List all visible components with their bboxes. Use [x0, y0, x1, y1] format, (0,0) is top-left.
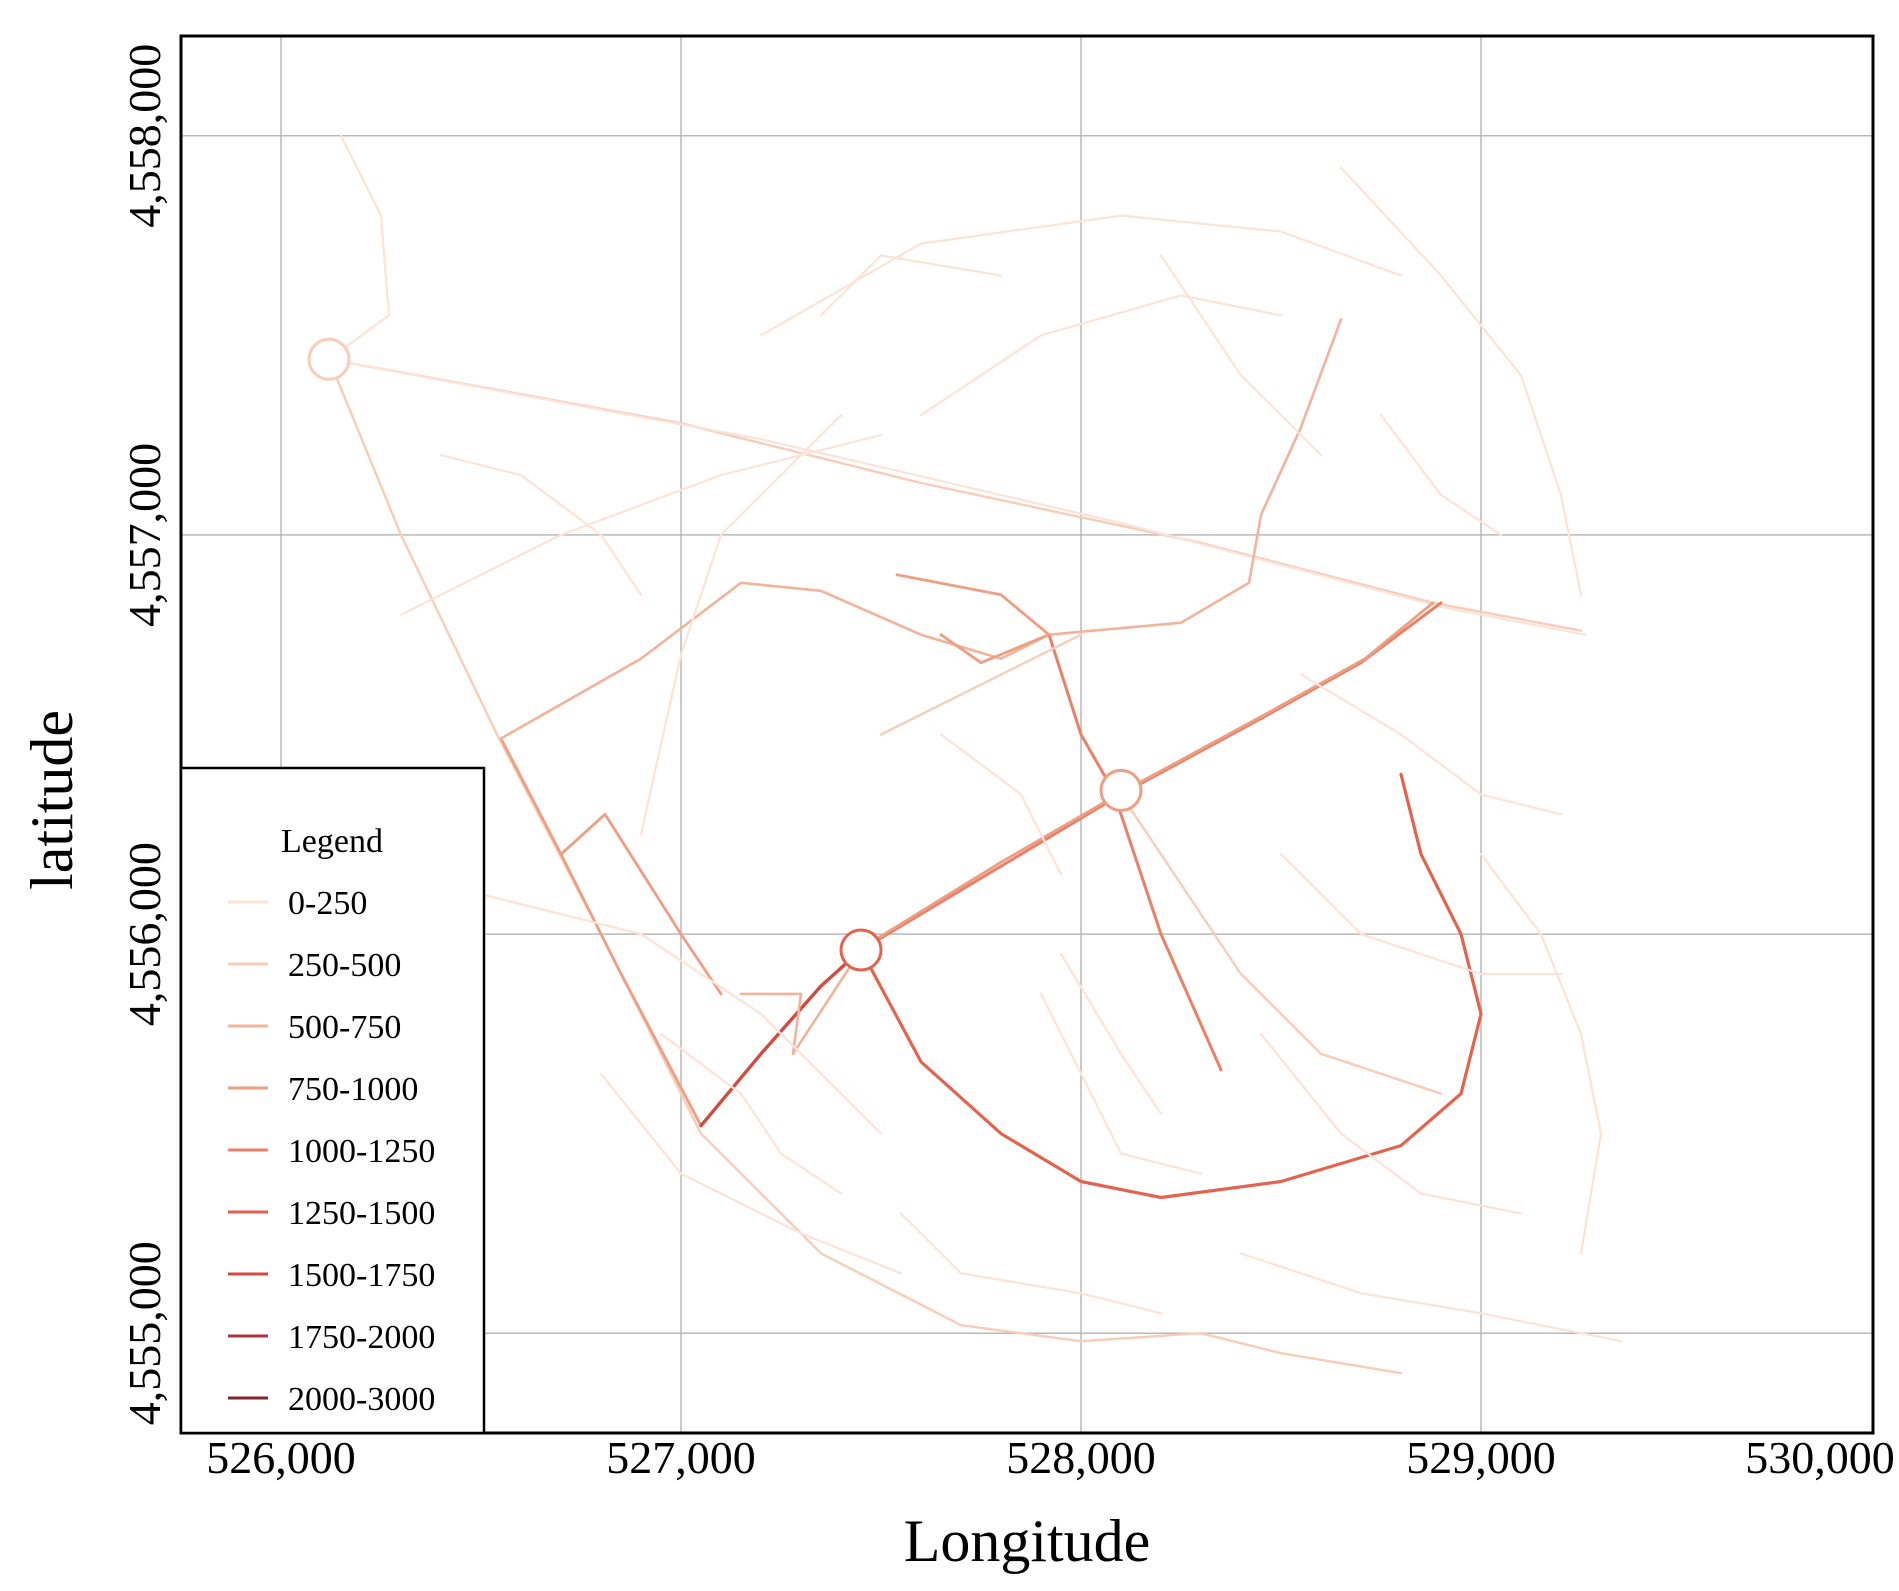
- road-segment: [895, 573, 1051, 665]
- roundabouts: [307, 337, 1143, 972]
- legend-label: 250-500: [288, 947, 401, 984]
- legend-label: 2000-3000: [288, 1381, 435, 1418]
- road-segment: [1119, 793, 1443, 1095]
- road-segment: [863, 601, 1435, 948]
- y-tick-label: 4,556,000: [119, 842, 170, 1026]
- road-segment: [1059, 952, 1163, 1115]
- road-segment: [939, 733, 1063, 876]
- y-axis-title: latitude: [19, 710, 85, 890]
- road-segment: [499, 581, 1051, 740]
- road-segment: [599, 1072, 903, 1275]
- road-segment: [1159, 254, 1323, 457]
- road-segment: [739, 948, 863, 1056]
- road-segment: [399, 434, 883, 616]
- road-segment: [699, 948, 863, 1128]
- x-tick-label: 526,000: [206, 1432, 356, 1483]
- roundabout: [839, 928, 883, 972]
- road-segment: [759, 214, 1403, 337]
- x-axis-title: Longitude: [904, 1508, 1151, 1574]
- road-segment: [899, 1212, 1163, 1315]
- roundabout: [1099, 768, 1143, 812]
- road-segment: [819, 254, 1003, 317]
- legend: Legend 0-250 250-500 500-750 750-1000 1000-1…: [179, 766, 486, 1435]
- y-tick-label: 4,558,000: [119, 44, 170, 228]
- x-tick-label: 530,000: [1745, 1432, 1895, 1483]
- road-segment: [327, 358, 1403, 1375]
- x-tick-label: 529,000: [1406, 1432, 1556, 1483]
- legend-label: 1500-1750: [288, 1257, 435, 1294]
- legend-title: Legend: [281, 823, 383, 860]
- road-segment: [919, 294, 1283, 417]
- road-segment: [1039, 992, 1203, 1175]
- x-tick-label: 528,000: [1006, 1432, 1156, 1483]
- legend-label: 1000-1250: [288, 1133, 435, 1170]
- y-tick-label: 4,557,000: [119, 443, 170, 627]
- legend-label: 1250-1500: [288, 1195, 435, 1232]
- x-axis-tick-labels: 526,000 527,000 528,000 529,000 530,000: [206, 1432, 1895, 1483]
- legend-label: 1750-2000: [288, 1319, 435, 1356]
- y-tick-label: 4,555,000: [119, 1241, 170, 1425]
- road-segment: [1259, 1032, 1523, 1215]
- road-segment: [659, 1032, 843, 1195]
- road-segment: [559, 812, 723, 996]
- y-axis-tick-labels: 4,555,000 4,556,000 4,557,000 4,558,000: [119, 44, 170, 1425]
- road-segment: [859, 772, 1483, 1200]
- road-segment: [639, 414, 843, 836]
- road-segment: [1379, 414, 1503, 536]
- road-segment: [479, 893, 883, 1135]
- legend-label: 0-250: [288, 885, 367, 922]
- road-segment: [1299, 673, 1563, 816]
- road-segment: [1239, 1252, 1623, 1343]
- road-segment: [327, 358, 1587, 636]
- road-segment: [327, 134, 391, 361]
- x-tick-label: 527,000: [606, 1432, 756, 1483]
- road-segment: [879, 633, 1083, 736]
- legend-items: 0-250 250-500 500-750 750-1000 1000-1250 1250…: [228, 885, 435, 1418]
- road-segment: [1279, 853, 1563, 976]
- road-segments: [327, 134, 1623, 1375]
- road-segment: [1479, 853, 1603, 1255]
- roundabout: [307, 337, 351, 381]
- road-segment: [1339, 166, 1583, 596]
- road-segment: [499, 737, 703, 1128]
- plot-frame: [179, 34, 1875, 1435]
- legend-label: 750-1000: [288, 1071, 418, 1108]
- legend-box: [179, 766, 486, 1435]
- road-segment: [1047, 318, 1343, 636]
- road-segment: [439, 454, 643, 596]
- legend-label: 500-750: [288, 1009, 401, 1046]
